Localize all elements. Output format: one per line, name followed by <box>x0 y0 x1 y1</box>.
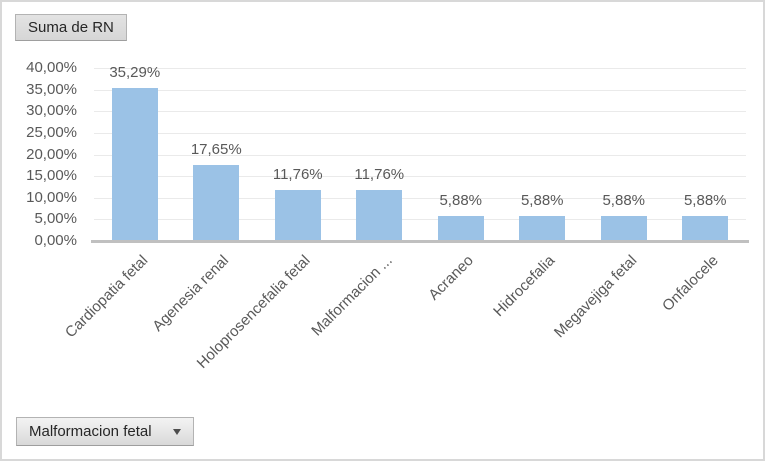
bar-1[interactable] <box>193 164 240 241</box>
y-axis-tick-label: 15,00% <box>26 167 77 185</box>
gridline <box>94 219 746 221</box>
gridline <box>94 111 746 113</box>
bar-2[interactable] <box>274 190 321 241</box>
gridline <box>94 89 746 91</box>
filter-field-label: Malformacion fetal <box>29 423 152 440</box>
y-axis-tick-label: 5,00% <box>34 210 77 228</box>
data-label-7: 5,88% <box>683 191 727 209</box>
gridline <box>94 154 746 156</box>
gridline <box>94 132 746 134</box>
gridline <box>94 197 746 199</box>
bar-6[interactable] <box>600 215 647 241</box>
data-label-6: 5,88% <box>602 191 646 209</box>
bar-4[interactable] <box>437 215 484 241</box>
gridline <box>94 68 746 69</box>
y-axis-tick-label: 35,00% <box>26 80 77 98</box>
y-axis-tick-label: 20,00% <box>26 145 77 163</box>
x-axis-category-label: Megavejiga fetal <box>550 252 640 342</box>
bar-3[interactable] <box>356 190 403 241</box>
data-label-5: 5,88% <box>520 191 564 209</box>
y-axis-tick-label: 30,00% <box>26 102 77 120</box>
x-axis-category-label: Acraneo <box>425 252 477 304</box>
x-axis-category-label: Cardiopatia fetal <box>61 252 151 342</box>
x-axis-line <box>91 240 749 243</box>
y-axis-tick-label: 40,00% <box>26 59 77 76</box>
bar-0[interactable] <box>111 88 158 241</box>
x-axis-category-label: Hidrocefalia <box>490 252 559 321</box>
y-axis-tick-label: 10,00% <box>26 188 77 206</box>
x-axis-category-label: Onfalocele <box>658 252 722 315</box>
x-axis-category-label: Malformacion ... <box>307 252 396 340</box>
bar-5[interactable] <box>519 215 566 241</box>
data-label-3: 11,76% <box>354 166 405 184</box>
y-axis-tick-label: 0,00% <box>34 232 77 249</box>
dropdown-arrow-icon <box>173 428 181 435</box>
gridline <box>94 176 746 178</box>
pivot-value-field-button[interactable]: Suma de RN <box>15 14 127 41</box>
bar-7[interactable] <box>682 215 729 241</box>
data-label-2: 11,76% <box>272 166 323 184</box>
pivot-filter-field-button[interactable]: Malformacion fetal <box>16 417 194 446</box>
data-label-4: 5,88% <box>439 191 483 209</box>
x-axis-category-label: Agenesia renal <box>149 252 233 335</box>
data-label-0: 35,29% <box>109 64 161 82</box>
y-axis-tick-label: 25,00% <box>26 123 77 141</box>
data-label-1: 17,65% <box>190 140 242 158</box>
